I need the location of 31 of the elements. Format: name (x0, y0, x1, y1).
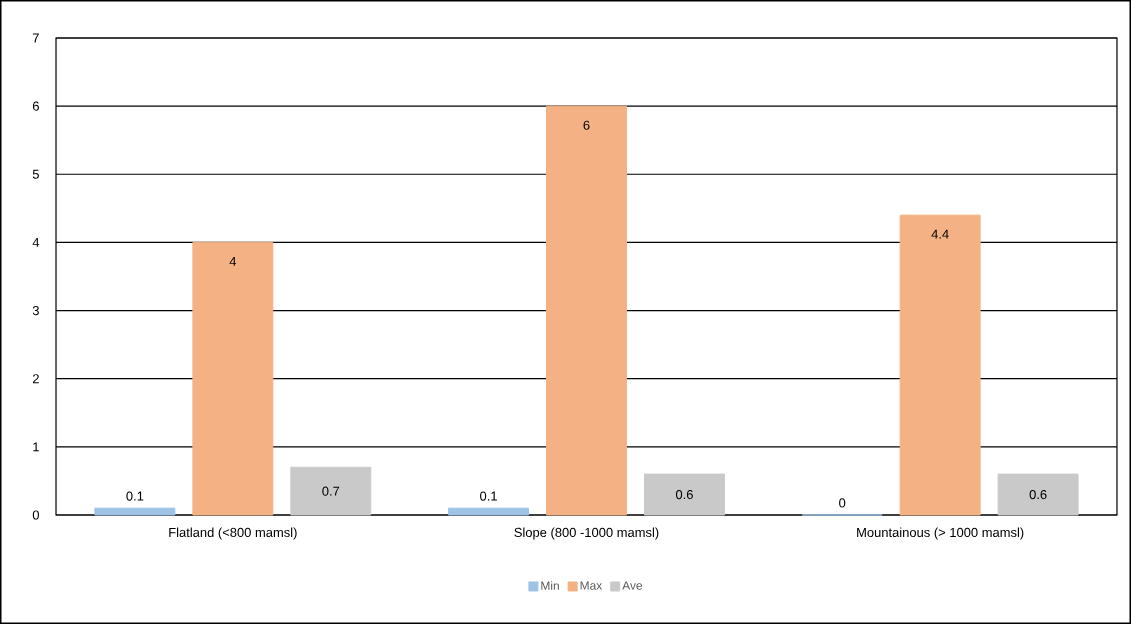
y-tick-label: 4 (32, 237, 40, 247)
x-tick-label: Flatland (<800 mamsl) (169, 527, 297, 540)
data-label: 6 (583, 120, 590, 130)
y-tick-label: 1 (33, 442, 39, 452)
y-tick-label: 7 (32, 33, 39, 43)
data-label: 0.1 (126, 491, 144, 501)
y-tick-label: 3 (32, 305, 39, 316)
bar (290, 466, 372, 516)
bar (643, 473, 725, 516)
y-tick-label: 2 (32, 374, 39, 384)
bar (546, 105, 627, 516)
data-label: 0.6 (1029, 489, 1047, 500)
legend-label: Ave (622, 581, 643, 590)
x-tick-label: Mountainous (> 1000 mamsl) (857, 527, 1024, 540)
bar (192, 241, 274, 516)
y-tick-label: 0 (32, 510, 39, 520)
bar (94, 507, 176, 516)
data-label: 0 (839, 498, 846, 508)
x-tick-label: Slope (800 -1000 mamsl) (514, 527, 659, 540)
legend-label: Min (541, 581, 559, 590)
bar (448, 507, 529, 516)
bar (899, 214, 981, 516)
y-tick-label: 6 (32, 101, 39, 111)
y-tick-label: 5 (32, 169, 39, 179)
data-label: 0.1 (480, 491, 497, 501)
data-label: 4.4 (931, 229, 949, 239)
bar (997, 473, 1079, 516)
data-label: 0.6 (675, 489, 693, 500)
legend-label: Max (580, 581, 603, 590)
data-label: 4 (229, 256, 237, 266)
data-label: 0.7 (322, 486, 340, 496)
